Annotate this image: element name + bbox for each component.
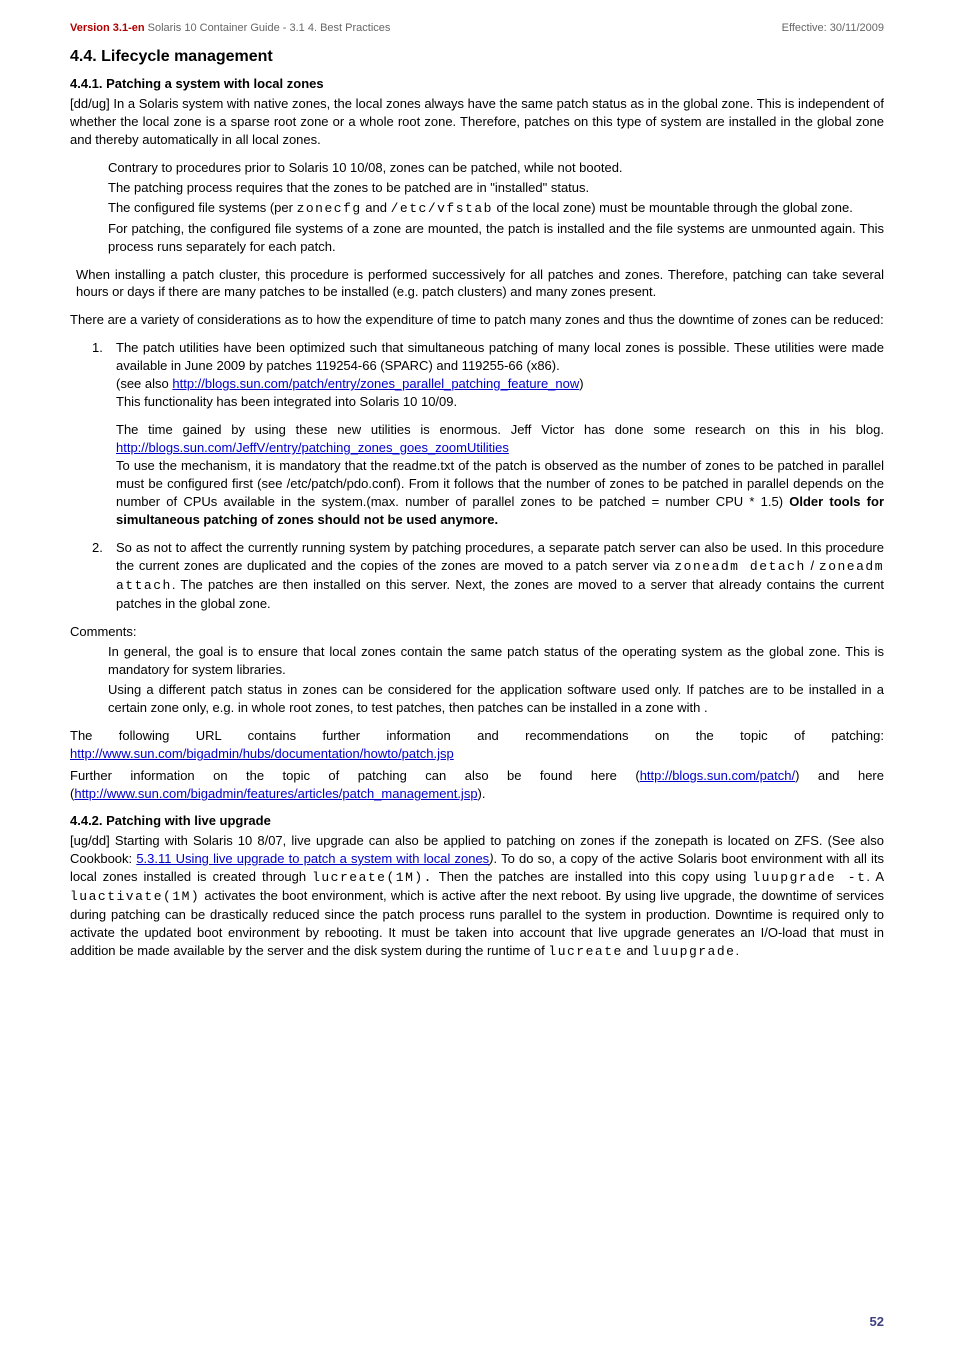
- text: /: [806, 558, 819, 573]
- comment-item: Using a different patch status in zones …: [108, 681, 884, 717]
- section-heading-4-4-2: 4.4.2. Patching with live upgrade: [70, 813, 884, 828]
- item-number: 1.: [92, 339, 103, 357]
- page-number: 52: [870, 1314, 884, 1329]
- bullet-item: Contrary to procedures prior to Solaris …: [108, 159, 884, 177]
- page-header: Version 3.1-en Solaris 10 Container Guid…: [70, 22, 884, 34]
- bullet-item: The patching process requires that the z…: [108, 179, 884, 197]
- code-lucreate: lucreate(1M).: [312, 870, 433, 885]
- link-patch-howto[interactable]: http://www.sun.com/bigadmin/hubs/documen…: [70, 746, 454, 761]
- text: of the local zone) must be mountable thr…: [493, 200, 853, 215]
- header-left: Version 3.1-en Solaris 10 Container Guid…: [70, 22, 390, 34]
- code-vfstab: /etc/vfstab: [391, 201, 493, 216]
- numbered-list-441: 1. The patch utilities have been optimiz…: [70, 339, 884, 612]
- bullet-list-441: Contrary to procedures prior to Solaris …: [70, 159, 884, 256]
- comment-item: In general, the goal is to ensure that l…: [108, 643, 884, 679]
- code-luactivate: luactivate(1M): [70, 889, 200, 904]
- code-lucreate-2: lucreate: [548, 944, 622, 959]
- code-luupgrade: luupgrade: [652, 944, 736, 959]
- text: and: [362, 200, 391, 215]
- text: To use the mechanism, it is mandatory th…: [116, 458, 884, 509]
- link-patch-mgmt[interactable]: http://www.sun.com/bigadmin/features/art…: [74, 786, 477, 801]
- p-441-intro: [dd/ug] In a Solaris system with native …: [70, 95, 884, 149]
- numbered-item-1: 1. The patch utilities have been optimiz…: [116, 339, 884, 528]
- numbered-item-2: 2. So as not to affect the currently run…: [116, 539, 884, 613]
- bullet-item: For patching, the configured file system…: [108, 220, 884, 256]
- header-product: Version 3.1-en: [70, 22, 145, 34]
- p-441-further-url: The following URL contains further infor…: [70, 727, 884, 763]
- text: Further information on the topic of patc…: [70, 768, 640, 783]
- code-detach: zoneadm detach: [674, 559, 805, 574]
- text: . The patches are then installed on this…: [116, 577, 884, 611]
- code-zonecfg: zonecfg: [297, 201, 362, 216]
- text: Then the patches are installed into this…: [433, 869, 752, 884]
- comments-list: In general, the goal is to ensure that l…: [70, 643, 884, 717]
- comments-label: Comments:: [70, 624, 884, 639]
- header-right: Effective: 30/11/2009: [782, 22, 884, 34]
- section-heading-4-4-1: 4.4.1. Patching a system with local zone…: [70, 76, 884, 91]
- p-441-cluster: When installing a patch cluster, this pr…: [76, 266, 884, 302]
- p-441-further-info: Further information on the topic of patc…: [70, 767, 884, 803]
- numbered-item-1-cont: The time gained by using these new utili…: [116, 421, 884, 529]
- text: The patch utilities have been optimized …: [116, 340, 884, 373]
- text: and: [623, 943, 652, 958]
- text: The following URL contains further infor…: [70, 728, 884, 743]
- link-jeffv-blog[interactable]: http://blogs.sun.com/JeffV/entry/patchin…: [116, 440, 509, 455]
- code-luupgrade-t: luupgrade -t: [752, 870, 866, 885]
- text: .: [735, 943, 739, 958]
- item-number: 2.: [92, 539, 103, 557]
- p-442-body: [ug/dd] Starting with Solaris 10 8/07, l…: [70, 832, 884, 961]
- text: The time gained by using these new utili…: [116, 422, 884, 437]
- text: (see also: [116, 376, 172, 391]
- page: Version 3.1-en Solaris 10 Container Guid…: [0, 0, 954, 1351]
- link-parallel-patching[interactable]: http://blogs.sun.com/patch/entry/zones_p…: [172, 376, 579, 391]
- text: ).: [478, 786, 486, 801]
- bullet-item: The configured file systems (per zonecfg…: [108, 199, 884, 218]
- link-cookbook[interactable]: 5.3.11 Using live upgrade to patch a sys…: [136, 851, 489, 866]
- text: The configured file systems (per: [108, 200, 297, 215]
- p-441-considerations: There are a variety of considerations as…: [70, 311, 884, 329]
- section-heading-4-4: 4.4. Lifecycle management: [70, 48, 884, 66]
- text: ): [579, 376, 583, 391]
- header-rest: Solaris 10 Container Guide - 3.1 4. Best…: [145, 22, 391, 34]
- text: This functionality has been integrated i…: [116, 394, 457, 409]
- text: . A: [866, 869, 884, 884]
- link-patch-blog[interactable]: http://blogs.sun.com/patch/: [640, 768, 795, 783]
